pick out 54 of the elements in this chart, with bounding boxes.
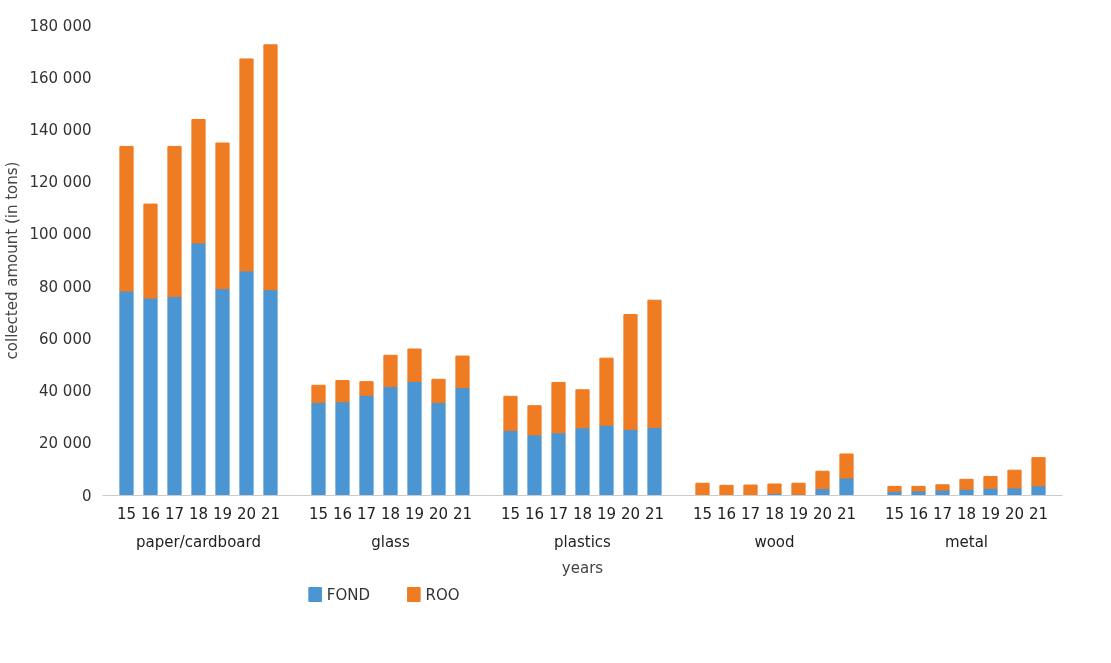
x-tick-label: 18 — [764, 504, 785, 523]
x-tick-label: 17 — [164, 504, 185, 523]
x-tick-label: 19 — [404, 504, 425, 523]
x-tick-label: 15 — [308, 504, 329, 523]
x-tick-label: 16 — [716, 504, 737, 523]
x-tick-label: 17 — [932, 504, 953, 523]
y-axis-title: collected amount (in tons) — [3, 161, 22, 360]
y-tick-label: 80 000 — [39, 277, 92, 296]
y-tick-label: 180 000 — [29, 16, 92, 35]
x-tick-label: 17 — [548, 504, 569, 523]
y-tick-label: 140 000 — [29, 120, 92, 139]
y-tick-label: 40 000 — [39, 382, 92, 401]
x-tick-label: 16 — [524, 504, 545, 523]
legend-label: FOND — [326, 585, 371, 604]
y-tick-label: 100 000 — [29, 225, 92, 244]
x-tick-label: 21 — [1028, 504, 1049, 523]
x-axis-title: years — [561, 558, 604, 577]
x-tick-label: 19 — [788, 504, 809, 523]
x-tick-label: 19 — [980, 504, 1001, 523]
text: metal — [944, 532, 989, 551]
x-tick-label: 18 — [380, 504, 401, 523]
x-tick-label: 20 — [620, 504, 641, 523]
x-tick-label: 18 — [572, 504, 593, 523]
x-tick-label: 20 — [812, 504, 833, 523]
y-tick-label: 20 000 — [39, 434, 92, 453]
x-tick-label: 15 — [692, 504, 713, 523]
text: wood — [754, 532, 795, 551]
x-tick-label: 17 — [740, 504, 761, 523]
x-tick-label: 21 — [452, 504, 473, 523]
x-tick-label: 21 — [260, 504, 281, 523]
x-tick-label: 16 — [332, 504, 353, 523]
y-tick-label: 60 000 — [39, 329, 92, 348]
x-tick-label: 19 — [212, 504, 233, 523]
y-tick-label: 120 000 — [29, 173, 92, 192]
x-tick-label: 15 — [884, 504, 905, 523]
y-tick-label: 160 000 — [29, 68, 92, 87]
y-tick-label: 0 — [81, 486, 92, 505]
text: glass — [371, 532, 410, 551]
text: paper/cardboard — [136, 532, 261, 551]
x-tick-label: 20 — [236, 504, 257, 523]
x-tick-label: 19 — [596, 504, 617, 523]
x-tick-label: 21 — [836, 504, 857, 523]
x-tick-label: 17 — [356, 504, 377, 523]
x-tick-label: 21 — [644, 504, 665, 523]
x-tick-label: 20 — [1004, 504, 1025, 523]
x-tick-label: 18 — [956, 504, 977, 523]
x-tick-label: 16 — [908, 504, 929, 523]
legend-label: ROO — [425, 585, 460, 604]
x-tick-label: 20 — [428, 504, 449, 523]
x-tick-label: 15 — [116, 504, 137, 523]
x-tick-label: 18 — [188, 504, 209, 523]
text: plastics — [554, 532, 612, 551]
x-tick-label: 15 — [500, 504, 521, 523]
x-tick-label: 16 — [140, 504, 161, 523]
